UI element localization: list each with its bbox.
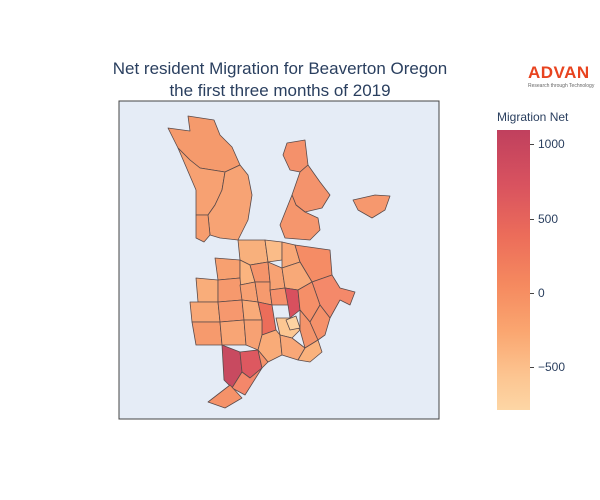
tract-region[interactable]	[264, 239, 283, 263]
tract-region[interactable]	[297, 339, 323, 363]
colorbar	[497, 130, 530, 410]
tract-region[interactable]	[214, 257, 241, 281]
title-line-2: the first three months of 2019	[169, 81, 391, 100]
tract-region[interactable]	[217, 277, 243, 303]
tract-region[interactable]	[231, 367, 263, 396]
colorbar-title: Migration Net	[497, 110, 569, 124]
colorbar-tick: 500	[530, 212, 558, 226]
tract-region[interactable]	[207, 164, 253, 241]
tract-region[interactable]	[257, 349, 269, 369]
tract-region[interactable]	[195, 214, 211, 243]
tract-region[interactable]	[195, 277, 219, 303]
logo-tagline: Research through Technology	[528, 83, 595, 89]
colorbar-tick: 0	[530, 286, 545, 300]
title-line-1: Net resident Migration for Beaverton Ore…	[112, 59, 448, 78]
tract-region[interactable]	[352, 194, 391, 219]
tract-region[interactable]	[189, 301, 221, 323]
colorbar-tick: −500	[530, 360, 565, 374]
advan-logo: ADVAN Research through Technology	[528, 63, 598, 90]
tract-region[interactable]	[219, 319, 247, 346]
tract-region[interactable]	[191, 321, 223, 346]
logo-wordmark: ADVAN	[528, 63, 590, 82]
colorbar-tick: 1000	[530, 137, 565, 151]
tract-region[interactable]	[309, 304, 331, 341]
chart-title: Net resident Migration for Beaverton Ore…	[60, 58, 500, 102]
tract-region[interactable]	[284, 287, 301, 319]
tract-region[interactable]	[207, 384, 243, 409]
tract-region[interactable]	[217, 299, 245, 323]
tract-region[interactable]	[279, 194, 321, 241]
